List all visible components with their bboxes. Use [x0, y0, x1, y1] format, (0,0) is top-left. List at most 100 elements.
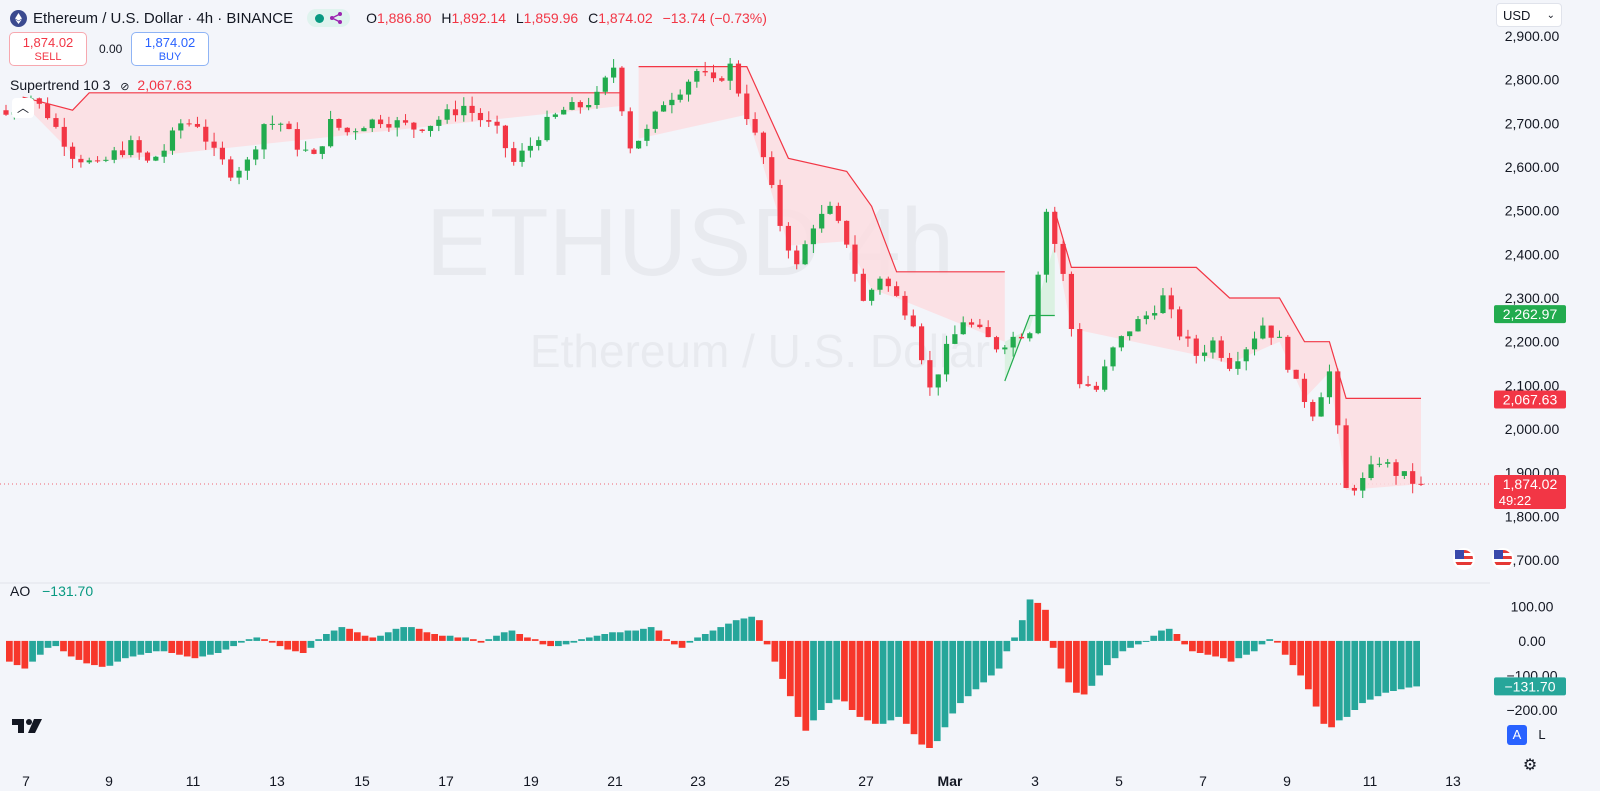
- ao-bar: [547, 640, 554, 647]
- economic-event-flag-icon[interactable]: [1492, 548, 1514, 570]
- ao-bar: [114, 640, 121, 662]
- candle: [594, 86, 600, 109]
- ao-bar: [616, 632, 624, 641]
- candle: [394, 116, 400, 137]
- ao-tick-label: 0.00: [1518, 633, 1545, 649]
- candle: [1110, 346, 1116, 371]
- ao-bar: [315, 639, 323, 641]
- ao-bar: [1119, 640, 1127, 652]
- ao-bar: [779, 640, 786, 679]
- ao-bar: [400, 627, 408, 641]
- svg-text:2,262.97: 2,262.97: [1503, 306, 1558, 322]
- ao-legend[interactable]: AO −131.70: [10, 583, 93, 599]
- ao-bar: [1212, 640, 1219, 657]
- ao-bar: [879, 640, 887, 724]
- ao-bar: [1011, 637, 1018, 641]
- candle: [918, 323, 925, 365]
- ao-bar: [810, 640, 817, 721]
- ao-bar: [1335, 640, 1343, 721]
- buy-label: BUY: [158, 51, 182, 63]
- svg-text:−131.70: −131.70: [1505, 678, 1556, 694]
- ao-bar: [887, 640, 895, 721]
- candle: [993, 335, 1000, 353]
- hidden-eye-icon[interactable]: ⊘: [120, 81, 130, 93]
- ao-bar: [83, 640, 91, 664]
- gear-icon[interactable]: ⚙: [1522, 757, 1538, 774]
- ao-bar: [439, 635, 446, 641]
- ao-bar: [230, 640, 237, 647]
- candle: [960, 316, 966, 335]
- candle: [1410, 463, 1416, 494]
- ao-bar: [694, 637, 701, 641]
- candle: [819, 205, 825, 233]
- ao-bar: [524, 637, 531, 641]
- candle: [1168, 287, 1174, 319]
- economic-event-flag-icon[interactable]: [1453, 548, 1475, 570]
- candle: [1002, 345, 1008, 355]
- symbol-legend[interactable]: Ethereum / U.S. Dollar · 4h · BINANCE O1…: [10, 8, 767, 28]
- price-axis[interactable]: 1,700.001,800.001,900.002,000.002,100.00…: [1494, 28, 1566, 718]
- ao-bar: [1328, 640, 1335, 728]
- candle: [1135, 315, 1141, 332]
- candle: [1193, 334, 1199, 364]
- candle: [1401, 471, 1407, 479]
- ao-bar: [446, 635, 454, 641]
- ao-bar: [825, 640, 833, 704]
- ao-bar: [1034, 602, 1042, 641]
- price-pane[interactable]: [0, 57, 1490, 499]
- ao-bar: [1219, 640, 1227, 659]
- candle: [203, 119, 209, 150]
- candle: [303, 141, 309, 152]
- ao-bar: [1366, 640, 1374, 700]
- ao-bar: [75, 640, 83, 660]
- candle: [319, 146, 325, 160]
- candle: [1010, 331, 1016, 357]
- candle: [45, 97, 51, 120]
- candle: [1218, 336, 1224, 362]
- market-status-pill[interactable]: [307, 9, 351, 27]
- ao-bar: [292, 640, 299, 652]
- ao-pane[interactable]: [6, 599, 1420, 748]
- collapse-legend-button[interactable]: ︿: [12, 98, 34, 118]
- symbol-title[interactable]: Ethereum / U.S. Dollar · 4h · BINANCE: [33, 9, 294, 27]
- buy-button[interactable]: 1,874.02 BUY: [131, 32, 209, 66]
- supertrend-value: 2,067.63: [137, 77, 192, 93]
- price-tick-label: 2,700.00: [1505, 115, 1560, 131]
- candle: [1201, 344, 1208, 362]
- supertrend-legend[interactable]: Supertrend 10 3 ⊘ 2,067.63: [10, 77, 192, 93]
- candle: [1152, 305, 1158, 320]
- ao-bar: [686, 640, 694, 643]
- candle: [119, 141, 126, 158]
- candle: [436, 116, 442, 132]
- candle: [1235, 351, 1241, 375]
- sell-button[interactable]: 1,874.02 SELL: [9, 32, 87, 66]
- ao-bar: [1397, 640, 1405, 690]
- ao-bar: [1320, 640, 1328, 724]
- time-axis[interactable]: 7 9 11 13 15 17 19 21 23 25 27 Mar 3 5 7 9 11 13: [22, 773, 1461, 789]
- time-tick-label: 19: [523, 773, 539, 789]
- ao-bar: [1343, 640, 1351, 717]
- ao-label: AO: [10, 583, 31, 599]
- candle: [1127, 331, 1133, 341]
- candle: [1177, 306, 1183, 341]
- tradingview-logo-icon[interactable]: [12, 716, 48, 736]
- candle: [69, 142, 76, 169]
- candle: [935, 374, 941, 396]
- candle: [1310, 399, 1316, 422]
- ao-bar: [941, 640, 949, 728]
- log-scale-button[interactable]: L: [1538, 727, 1546, 742]
- ao-bar: [562, 640, 570, 645]
- time-tick-label: 15: [354, 773, 370, 789]
- price-tick-label: 2,400.00: [1505, 246, 1560, 262]
- auto-scale-button[interactable]: A: [1507, 725, 1527, 745]
- candle: [278, 122, 284, 132]
- ao-bar: [732, 620, 740, 641]
- supertrend-fill: [638, 66, 1005, 342]
- currency-select[interactable]: USD ⌄: [1496, 3, 1562, 27]
- ao-bar: [1088, 640, 1096, 686]
- ao-bar: [771, 640, 779, 662]
- candle: [527, 137, 533, 158]
- ao-bar: [268, 640, 276, 643]
- supertrend-line: [1004, 314, 1055, 382]
